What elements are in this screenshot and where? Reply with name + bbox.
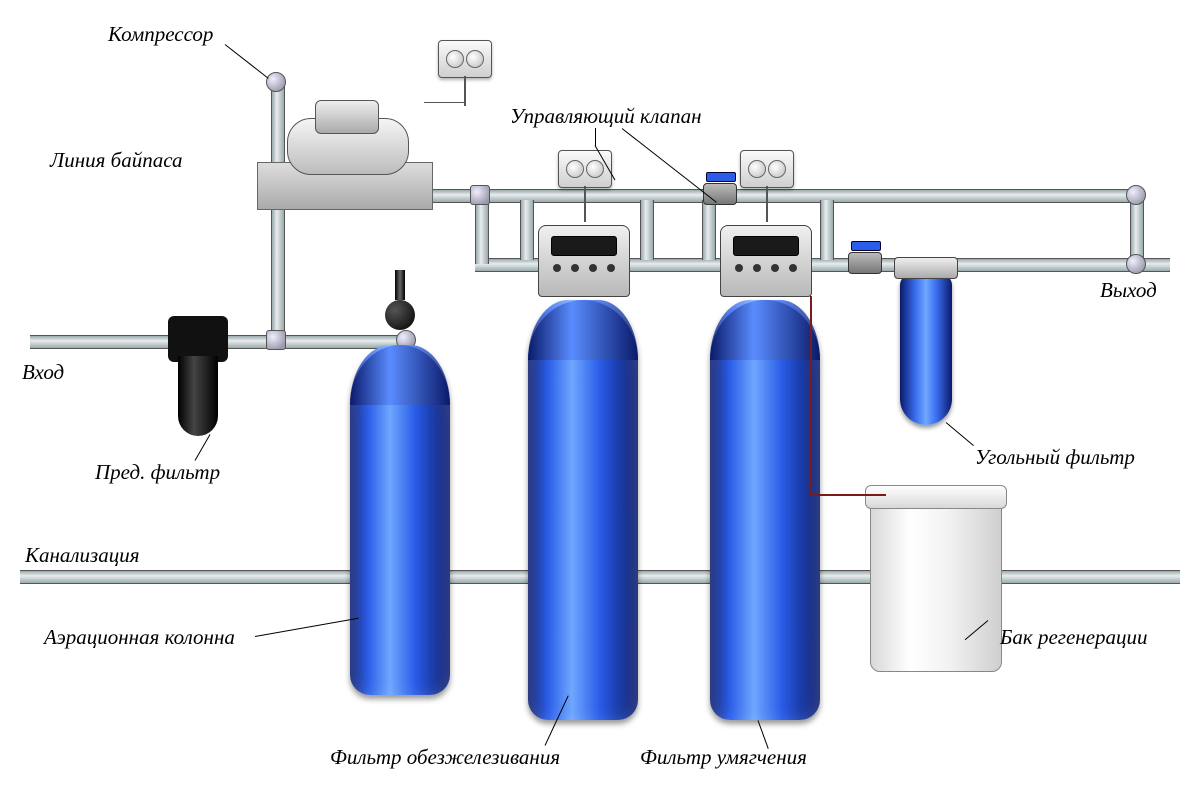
cable — [464, 76, 466, 106]
power-socket-3 — [740, 150, 794, 188]
elbow — [1126, 185, 1146, 205]
label-bypass-line: Линия байпаса — [50, 148, 183, 173]
power-socket-2 — [558, 150, 612, 188]
pipe-tank2-riser-b — [640, 200, 654, 260]
label-compressor: Компрессор — [108, 22, 213, 47]
brine-tank — [870, 500, 1002, 672]
tee — [266, 330, 286, 350]
tee — [470, 185, 490, 205]
cable — [766, 186, 768, 222]
aeration-column — [350, 345, 450, 695]
control-valve-1 — [538, 225, 630, 297]
label-outlet: Выход — [1100, 278, 1157, 303]
brine-line-h — [810, 494, 886, 496]
carbon-cartridge-filter — [900, 275, 952, 425]
label-prefilter: Пред. фильтр — [95, 460, 220, 485]
label-sewer: Канализация — [25, 543, 139, 568]
label-iron-filter: Фильтр обезжелезивания — [330, 745, 560, 770]
label-inlet: Вход — [22, 360, 64, 385]
pipe-mid-riser — [475, 200, 489, 264]
elbow — [266, 72, 286, 92]
pipe-inlet-left — [30, 335, 168, 349]
pipe-drop-left — [271, 200, 285, 340]
water-treatment-diagram: { "canvas": { "width": 1200, "height": 7… — [0, 0, 1200, 787]
ball-valve-outlet — [848, 252, 882, 274]
iron-removal-filter — [528, 300, 638, 720]
pipe-tank2-riser-a — [520, 200, 534, 260]
compressor — [265, 100, 425, 210]
power-socket-1 — [438, 40, 492, 78]
label-brine-tank: Бак регенерации — [1000, 625, 1148, 650]
elbow — [1126, 254, 1146, 274]
label-aeration-column: Аэрационная колонна — [44, 625, 235, 650]
label-softener: Фильтр умягчения — [640, 745, 807, 770]
label-control-valve: Управляющий клапан — [510, 104, 702, 129]
pipe-tank3-riser-a — [702, 200, 716, 260]
brine-line-v — [810, 296, 812, 496]
pipe-tank3-riser-b — [820, 200, 834, 260]
control-valve-2 — [720, 225, 812, 297]
label-carbon-filter: Угольный фильтр — [975, 445, 1135, 470]
air-release-valve — [385, 300, 415, 330]
softener-filter — [710, 300, 820, 720]
ball-valve-bypass — [703, 183, 737, 205]
cable — [584, 186, 586, 222]
prefilter — [168, 316, 228, 362]
cable — [424, 102, 464, 103]
